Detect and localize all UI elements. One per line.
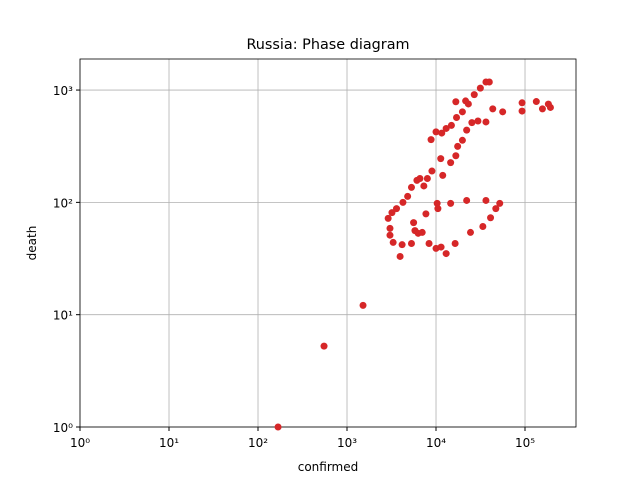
point	[425, 240, 433, 248]
x-tick-label: 10¹	[159, 436, 179, 450]
point	[386, 231, 394, 239]
point	[442, 250, 450, 258]
point	[388, 209, 396, 217]
point	[479, 222, 487, 230]
y-tick-label: 10²	[53, 196, 73, 210]
point	[454, 142, 462, 150]
point	[489, 105, 497, 113]
point	[428, 167, 436, 175]
point	[492, 205, 500, 213]
point	[487, 214, 495, 222]
point	[438, 129, 446, 137]
point	[451, 240, 459, 248]
y-tick-label: 10¹	[53, 309, 73, 323]
point	[518, 99, 526, 107]
point	[274, 423, 282, 431]
point	[442, 124, 450, 132]
point	[458, 108, 466, 116]
point	[433, 199, 441, 207]
point	[399, 198, 407, 206]
point	[447, 199, 455, 207]
point	[452, 152, 460, 160]
point	[453, 113, 461, 121]
point	[463, 196, 471, 204]
point	[437, 243, 445, 251]
y-tick-label: 10³	[53, 84, 73, 98]
y-tick-label: 10⁰	[53, 421, 73, 435]
point	[482, 118, 490, 126]
point	[416, 175, 424, 183]
point	[407, 183, 415, 191]
point	[447, 159, 455, 167]
chart-title: Russia: Phase diagram	[246, 37, 409, 53]
point	[447, 121, 455, 129]
point	[437, 155, 445, 163]
point	[466, 228, 474, 236]
point	[434, 205, 442, 213]
point	[410, 219, 418, 227]
y-axis-label: death	[25, 226, 39, 261]
point	[468, 119, 476, 127]
point	[398, 241, 406, 249]
point	[546, 103, 554, 111]
point	[386, 224, 394, 232]
point	[418, 228, 426, 236]
point	[496, 199, 504, 207]
x-tick-label: 10³	[337, 436, 357, 450]
x-tick-label: 10⁴	[426, 436, 446, 450]
point	[427, 136, 435, 144]
point	[452, 98, 460, 106]
point	[462, 97, 470, 105]
point	[482, 196, 490, 204]
point	[476, 84, 484, 92]
point	[396, 252, 404, 260]
point	[422, 210, 430, 218]
point	[407, 240, 415, 248]
x-axis-label: confirmed	[298, 460, 359, 474]
point	[463, 126, 471, 134]
plot-frame	[79, 58, 577, 428]
point	[532, 98, 540, 106]
point	[420, 182, 428, 190]
point	[538, 105, 546, 113]
point	[432, 128, 440, 136]
point	[518, 107, 526, 115]
point	[499, 108, 507, 116]
point	[359, 301, 367, 309]
point	[393, 205, 401, 213]
point	[470, 91, 478, 99]
point	[423, 175, 431, 183]
x-tick-label: 10⁰	[70, 436, 90, 450]
point	[384, 214, 392, 222]
point	[458, 136, 466, 144]
x-tick-label: 10²	[248, 436, 268, 450]
point	[474, 117, 482, 125]
point	[389, 238, 397, 246]
x-tick-label: 10⁵	[515, 436, 535, 450]
point	[485, 78, 493, 86]
point	[320, 342, 328, 350]
point	[404, 192, 412, 200]
point	[439, 171, 447, 179]
